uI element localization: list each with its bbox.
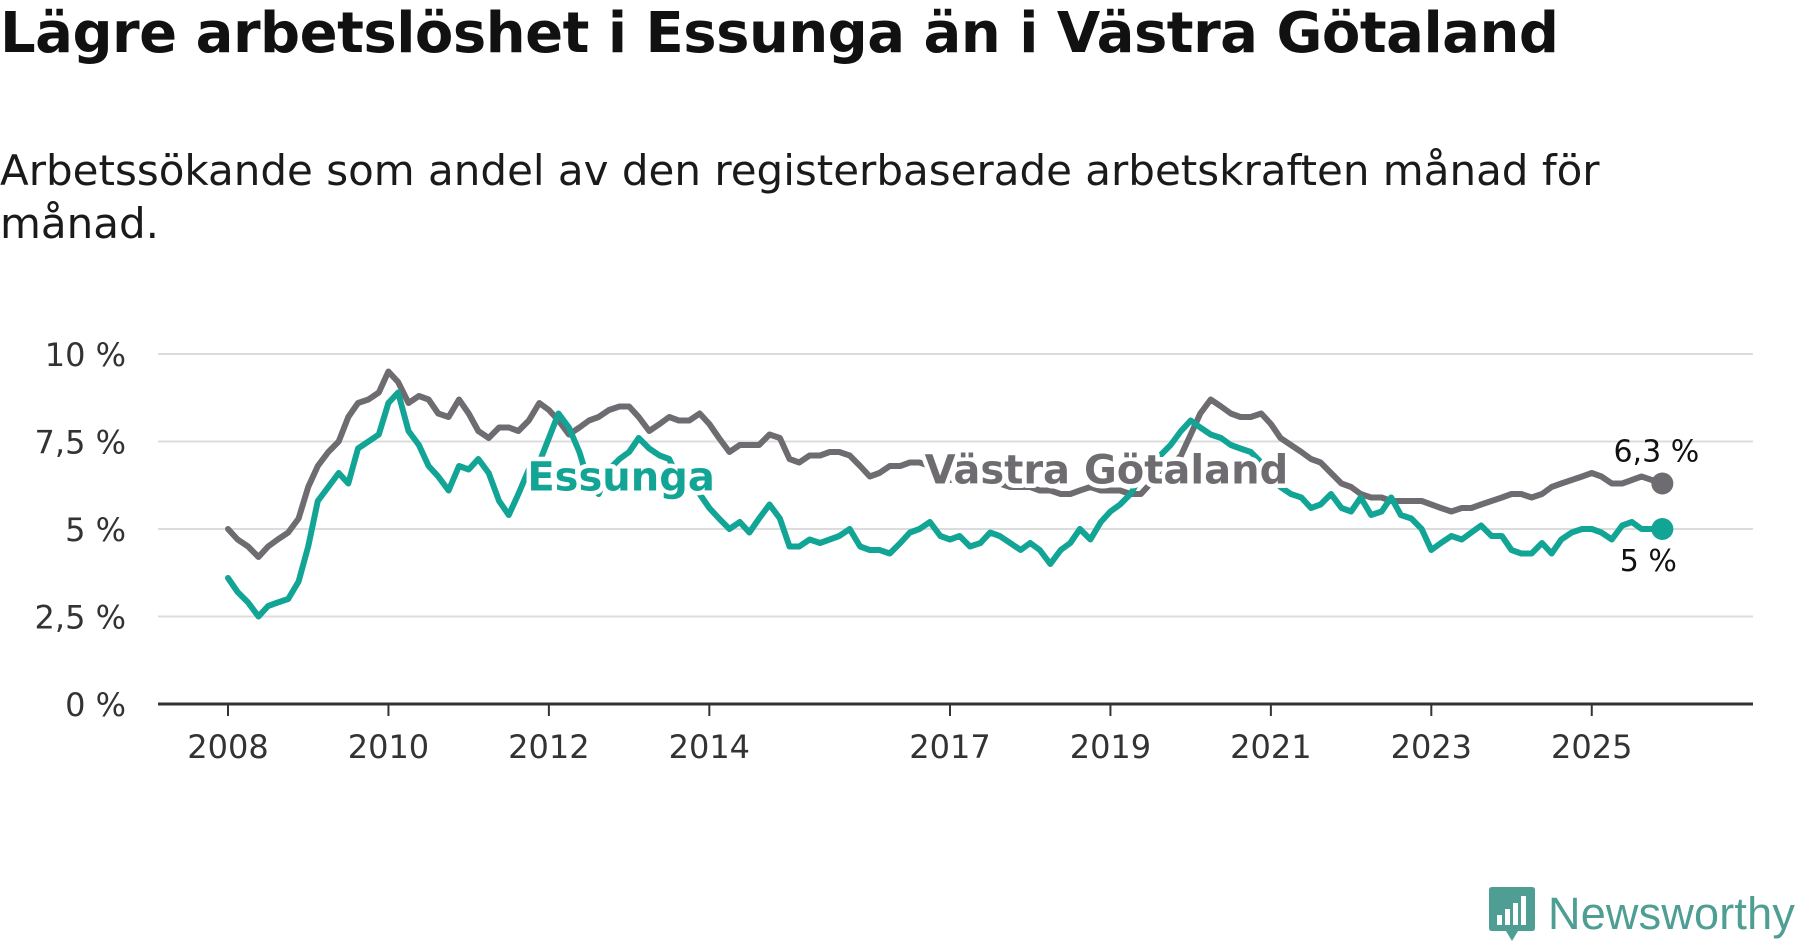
annotation-halo-essunga: Essunga (527, 454, 715, 500)
y-tick-label: 0 % (65, 686, 126, 724)
x-tick-label: 2014 (669, 728, 750, 766)
x-tick-label: 2010 (348, 728, 429, 766)
y-tick-label: 2,5 % (35, 599, 126, 637)
y-tick-label: 10 % (45, 336, 126, 374)
x-tick-label: 2023 (1391, 728, 1472, 766)
newsworthy-brand[interactable]: Newsworthy (1488, 884, 1795, 944)
brand-name: Newsworthy (1548, 888, 1796, 939)
newsworthy-logo-icon (1489, 887, 1535, 941)
series-line-essunga (225, 389, 1666, 620)
end-label-essunga: 5 % (1620, 544, 1677, 579)
x-tick-label: 2019 (1070, 728, 1151, 766)
x-tick-label: 2008 (187, 728, 268, 766)
chart-subtitle: Arbetssökande som andel av den registerb… (0, 146, 1600, 248)
end-label-vastra-gotaland: 6,3 % (1613, 435, 1699, 470)
chart-title: Lägre arbetslöshet i Essunga än i Västra… (0, 1, 1559, 66)
end-point-v-stra-g-taland (1651, 472, 1674, 495)
series-lines (225, 368, 1674, 620)
y-tick-label: 5 % (65, 511, 126, 549)
end-point-essunga (1651, 518, 1674, 540)
x-tick-label: 2021 (1230, 728, 1311, 766)
x-tick-label: 2017 (909, 728, 990, 766)
x-tick-label: 2012 (508, 728, 589, 766)
annotation-halo-v-stra-g-taland: Västra Götaland (925, 447, 1289, 493)
series-line-v-stra-g-taland (225, 368, 1666, 560)
annotation-v-stra-g-taland: Västra Götaland (925, 447, 1289, 493)
axes: 0 % 2,5 % 5 % 7,5 % 10 % 2008 2010 2012 2014 2017… (35, 336, 1753, 766)
x-tick-label: 2025 (1551, 728, 1632, 766)
y-tick-label: 7,5 % (35, 424, 126, 462)
gridlines (158, 353, 1753, 618)
annotation-essunga: Essunga (527, 454, 715, 500)
